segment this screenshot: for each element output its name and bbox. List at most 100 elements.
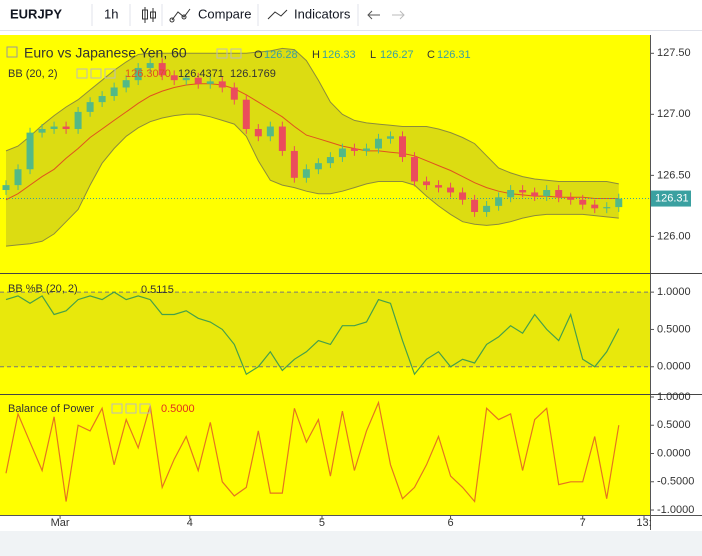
compare-icon[interactable] [169, 8, 191, 23]
candle-body [398, 136, 406, 158]
y-tick-label: 0.5000 [657, 419, 691, 431]
candle-body [531, 192, 539, 197]
candle-body [615, 198, 623, 208]
close-icon[interactable] [104, 68, 116, 79]
legend-value: 126.33 [322, 49, 356, 61]
candle-body [350, 148, 358, 151]
pane-title: Balance of Power [8, 403, 95, 415]
candle-body [567, 197, 575, 200]
legend-value: 0.5000 [161, 403, 195, 415]
upper-band [5, 47, 619, 185]
candle-body [230, 87, 238, 100]
candle-body [362, 148, 370, 151]
pane-title: BB %B (20, 2) [8, 283, 78, 295]
band-fill [0, 292, 650, 367]
candle-body [50, 126, 58, 129]
candle-body [62, 126, 70, 129]
bottom-bar [0, 531, 702, 556]
candle-body [278, 126, 286, 151]
indicator-value: 126.3070 [125, 68, 171, 80]
candle-body [519, 190, 527, 193]
x-tick-label: 6 [447, 517, 453, 529]
candle-body [242, 99, 250, 129]
candle-body [495, 197, 503, 206]
indicator-line [5, 291, 620, 376]
redo[interactable] [392, 10, 405, 20]
candle-body [447, 187, 455, 193]
candle-body [206, 81, 214, 84]
candle-body [146, 63, 154, 68]
indicator-title: BB (20, 2) [8, 68, 58, 80]
candle-body [579, 199, 587, 205]
candle-body [290, 150, 298, 178]
indicator-value: 126.4371 [178, 68, 224, 80]
candle-body [38, 128, 46, 133]
candle-body [326, 157, 334, 164]
x-tick-label: Mar [51, 517, 70, 529]
collapse-icon[interactable] [6, 46, 18, 58]
compare-button[interactable]: Compare [198, 6, 251, 21]
candle-body [2, 185, 10, 191]
candle-body [374, 138, 382, 149]
candle-body [182, 77, 190, 81]
candle-body [74, 111, 82, 129]
legend-value: 126.28 [264, 49, 298, 61]
y-tick-label: 0.0000 [657, 361, 691, 373]
undo[interactable] [367, 10, 380, 20]
settings-icon[interactable] [216, 48, 228, 59]
candle-body [218, 81, 226, 88]
candle-body [555, 190, 563, 198]
price-axis [650, 35, 702, 515]
candle-body [266, 126, 274, 137]
last-price-box [651, 190, 691, 207]
close-icon[interactable] [139, 403, 151, 414]
candle-body [158, 63, 166, 76]
candle-body [110, 87, 118, 97]
x-tick-label: 13: [636, 517, 651, 529]
eye-icon[interactable] [90, 68, 102, 79]
legend-value: 126.31 [437, 49, 471, 61]
symbol[interactable]: EURJPY [10, 6, 62, 21]
candle-body [591, 204, 599, 209]
candle-body [338, 148, 346, 158]
candle-body [459, 192, 467, 200]
main-title: Euro vs Japanese Yen, 60 [24, 45, 187, 61]
candle-body [435, 185, 443, 188]
middle-band [5, 83, 619, 201]
settings-icon[interactable] [111, 403, 123, 414]
toolbar [0, 0, 702, 30]
candle-body [14, 169, 22, 186]
y-tick-label: 127.50 [657, 47, 691, 59]
indicators-button[interactable]: Indicators [294, 6, 351, 21]
candle-body [302, 169, 310, 178]
y-tick-label: -1.0000 [657, 504, 694, 516]
candle-body [122, 80, 130, 88]
legend-value: 0.5115 [141, 284, 174, 296]
candle-body [386, 136, 394, 139]
y-tick-label: 126.00 [657, 230, 691, 242]
legend-key: L [370, 49, 376, 61]
candle-body [86, 102, 94, 112]
candle-body [98, 96, 106, 103]
settings-icon[interactable] [76, 68, 88, 79]
eye-icon[interactable] [230, 48, 242, 59]
candle-body [603, 207, 611, 209]
eye-icon[interactable] [125, 403, 137, 414]
chart-type-icon[interactable] [142, 7, 156, 23]
y-tick-label: -0.5000 [657, 476, 694, 488]
y-tick-label: 0.0000 [657, 447, 691, 459]
last-price-label: 126.31 [655, 192, 689, 204]
candle-body [254, 128, 262, 137]
x-tick-label: 4 [187, 517, 193, 529]
candle-body [314, 163, 322, 170]
candle-body [194, 77, 202, 84]
candle-body [423, 181, 431, 186]
y-tick-label: 1.0000 [657, 286, 691, 298]
candle-body [543, 190, 551, 197]
indicators-icon[interactable] [267, 9, 288, 20]
interval[interactable]: 1h [104, 6, 118, 21]
y-tick-label: 1.0000 [657, 391, 691, 403]
y-tick-label: 126.50 [657, 169, 691, 181]
